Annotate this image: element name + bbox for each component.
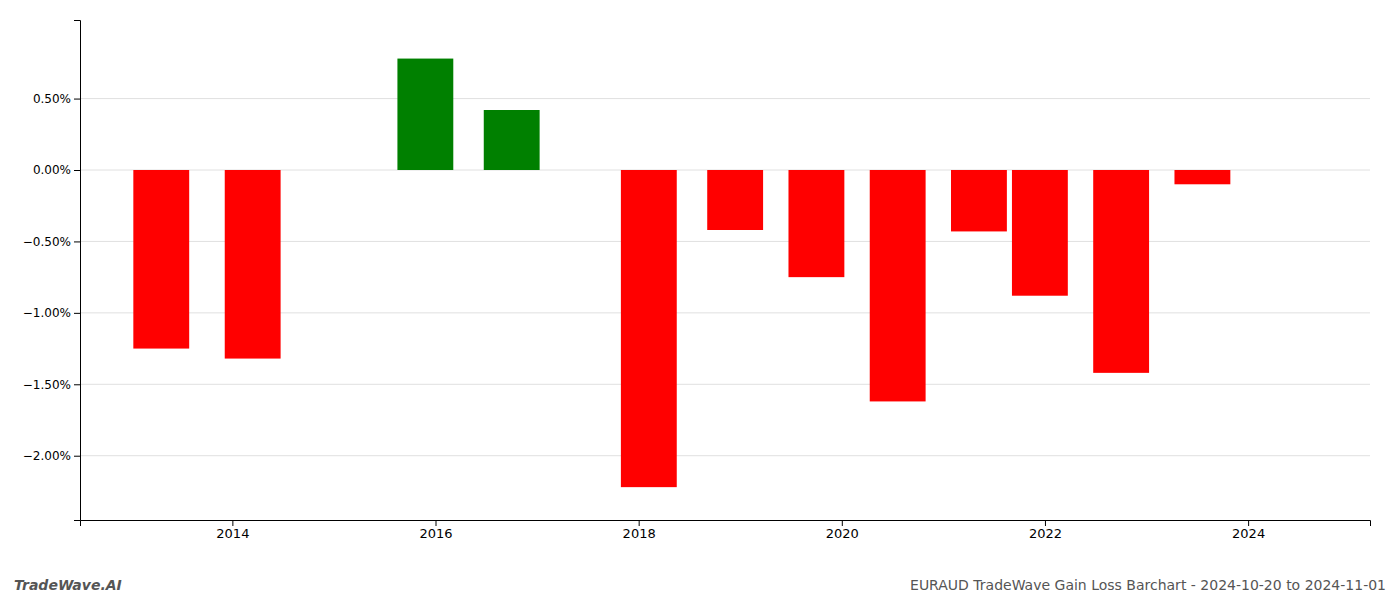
bar <box>951 170 1007 231</box>
x-axis-line <box>81 521 1371 527</box>
bar <box>707 170 763 230</box>
x-tick-label: 2020 <box>826 526 859 541</box>
x-tick-mark <box>436 520 437 526</box>
x-tick-mark <box>842 520 843 526</box>
x-tick-mark <box>639 520 640 526</box>
y-tick-mark <box>74 241 80 242</box>
bar <box>621 170 677 487</box>
x-tick-label: 2018 <box>623 526 656 541</box>
y-tick: 0.00% <box>33 163 80 177</box>
y-axis: −2.00% −1.50% −1.00% −0.50% 0.00% 0.50% <box>23 21 81 521</box>
annotation: EURAUD TradeWave Gain Loss Barchart - 20… <box>910 577 1386 593</box>
x-tick-label: 2022 <box>1029 526 1062 541</box>
y-tick-label: −2.00% <box>23 449 71 463</box>
y-tick: −2.00% <box>23 449 80 463</box>
x-tick-label: 2014 <box>216 526 249 541</box>
chart: 2014 2016 2018 2020 2022 2024 −2.00% −1.50% −1.0… <box>0 0 1400 600</box>
grid-line <box>80 455 1370 456</box>
bar <box>484 110 540 170</box>
bar <box>1012 170 1068 296</box>
y-tick: −0.50% <box>23 235 80 249</box>
x-tick-mark <box>232 520 233 526</box>
grid <box>80 99 1370 456</box>
y-tick-mark <box>74 99 80 100</box>
bar <box>788 170 844 277</box>
bar <box>1093 170 1149 373</box>
x-tick-mark <box>1045 520 1046 526</box>
bars <box>133 59 1230 488</box>
bar <box>133 170 189 349</box>
x-axis: 2014 2016 2018 2020 2022 2024 <box>81 520 1371 541</box>
x-tick-label: 2016 <box>419 526 452 541</box>
y-tick-mark <box>74 313 80 314</box>
grid-line <box>80 384 1370 385</box>
x-tick: 2018 <box>623 520 656 541</box>
y-tick-label: −1.00% <box>23 306 71 320</box>
y-tick-mark <box>74 456 80 457</box>
y-tick: −1.50% <box>23 378 80 392</box>
x-tick: 2022 <box>1029 520 1062 541</box>
grid-line <box>80 98 1370 99</box>
y-tick-mark <box>74 384 80 385</box>
plot-area: 2014 2016 2018 2020 2022 2024 −2.00% −1.50% −1.0… <box>23 21 1371 542</box>
bar <box>870 170 926 401</box>
x-tick-label: 2024 <box>1232 526 1265 541</box>
x-tick: 2016 <box>419 520 452 541</box>
annotation: TradeWave.AI <box>14 577 122 593</box>
y-tick: −1.00% <box>23 306 80 320</box>
x-tick: 2014 <box>216 520 249 541</box>
x-tick: 2020 <box>826 520 859 541</box>
bar <box>225 170 281 359</box>
y-tick: 0.50% <box>33 92 80 106</box>
x-tick: 2024 <box>1232 520 1265 541</box>
y-axis-line <box>74 21 81 521</box>
bar <box>1174 170 1230 184</box>
y-tick-mark <box>74 170 80 171</box>
y-tick-label: 0.00% <box>33 163 71 177</box>
y-tick-label: −1.50% <box>23 378 71 392</box>
x-tick-mark <box>1248 520 1249 526</box>
y-tick-label: 0.50% <box>33 92 71 106</box>
bar <box>397 59 453 170</box>
y-tick-label: −0.50% <box>23 235 71 249</box>
